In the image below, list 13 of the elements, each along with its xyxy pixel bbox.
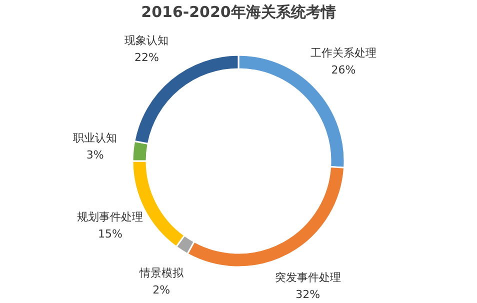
data-label: 15% [98,227,122,240]
slice-label: 现象认知 [124,34,169,48]
data-label: 32% [296,288,320,302]
data-label: 22% [134,51,159,64]
data-label: 3% [86,148,104,162]
slice-label: 情景模拟 [138,266,184,280]
slice-label: 工作关系处理 [310,46,376,60]
chart-title: 2016-2020年海关系统考情 [141,3,336,21]
slice-label: 规划事件处理 [77,210,144,224]
data-label: 2% [152,284,170,297]
slice-label: 职业认知 [73,131,118,144]
data-label: 26% [331,63,356,76]
slice-label: 突发事件处理 [274,271,341,284]
